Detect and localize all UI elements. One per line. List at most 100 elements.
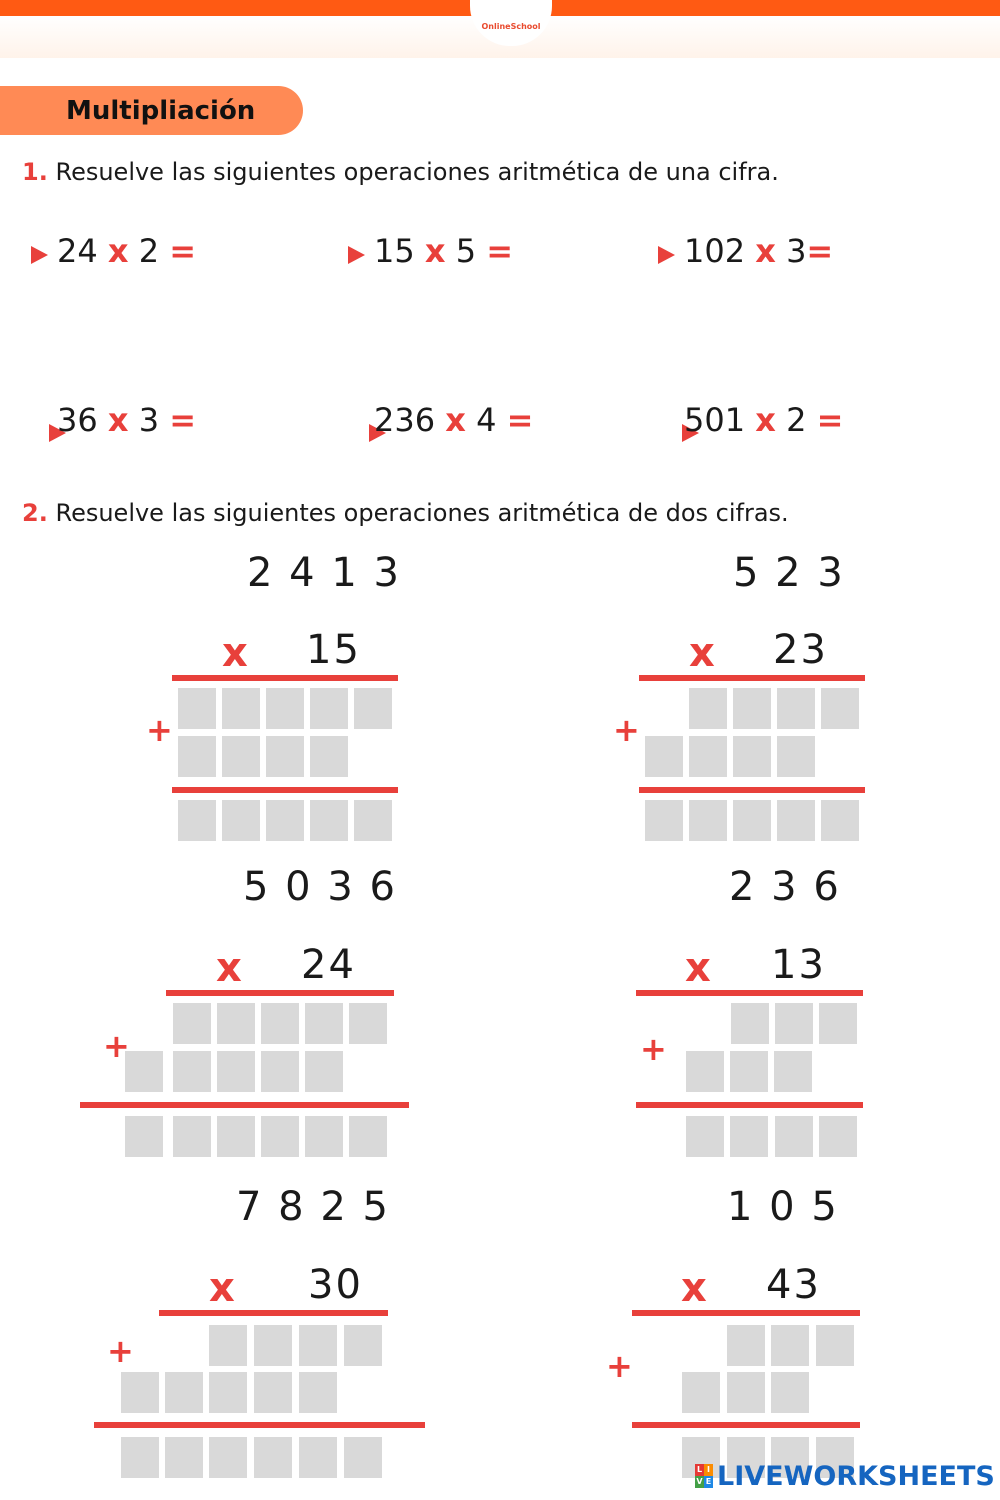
answer-box[interactable] [261, 1003, 299, 1044]
answer-box[interactable] [777, 688, 815, 729]
icon-letter: I [704, 1464, 713, 1476]
answer-box[interactable] [771, 1325, 809, 1366]
triangle-bullet-icon [682, 424, 699, 442]
liveworksheets-brand: LIVEWORKSHEETS [717, 1460, 995, 1492]
answer-box[interactable] [165, 1372, 203, 1413]
answer-box[interactable] [774, 1051, 812, 1092]
plus-sign: + [146, 711, 173, 749]
answer-box[interactable] [354, 800, 392, 841]
answer-box[interactable] [254, 1325, 292, 1366]
answer-box[interactable] [777, 800, 815, 841]
answer-box[interactable] [816, 1437, 854, 1478]
answer-box[interactable] [222, 800, 260, 841]
answer-box[interactable] [689, 800, 727, 841]
answer-box[interactable] [125, 1116, 163, 1157]
answer-box[interactable] [305, 1051, 343, 1092]
answer-box[interactable] [730, 1051, 768, 1092]
answer-box[interactable] [121, 1372, 159, 1413]
answer-box[interactable] [209, 1325, 247, 1366]
answer-box[interactable] [689, 688, 727, 729]
operation-line [639, 675, 865, 681]
answer-box[interactable] [645, 736, 683, 777]
answer-box[interactable] [771, 1372, 809, 1413]
answer-box[interactable] [209, 1372, 247, 1413]
answer-box[interactable] [217, 1003, 255, 1044]
answer-box[interactable] [173, 1116, 211, 1157]
answer-box[interactable] [344, 1437, 382, 1478]
answer-box[interactable] [178, 688, 216, 729]
answer-box[interactable] [686, 1116, 724, 1157]
answer-box[interactable] [178, 736, 216, 777]
answer-box[interactable] [821, 800, 859, 841]
times-sign: x [222, 630, 248, 676]
answer-box[interactable] [209, 1437, 247, 1478]
answer-box[interactable] [349, 1116, 387, 1157]
answer-box[interactable] [821, 688, 859, 729]
answer-box[interactable] [777, 736, 815, 777]
answer-box[interactable] [349, 1003, 387, 1044]
answer-box[interactable] [310, 800, 348, 841]
answer-box[interactable] [686, 1051, 724, 1092]
answer-box[interactable] [733, 800, 771, 841]
answer-box[interactable] [344, 1325, 382, 1366]
operation-1: 24 x 2 = [57, 232, 196, 270]
triangle-bullet-icon [49, 424, 66, 442]
answer-box[interactable] [733, 736, 771, 777]
operand-a: 501 [684, 401, 746, 439]
sum-line [172, 787, 398, 793]
answer-box[interactable] [125, 1051, 163, 1092]
answer-box[interactable] [217, 1051, 255, 1092]
answer-box[interactable] [222, 736, 260, 777]
answer-box[interactable] [266, 688, 304, 729]
answer-box[interactable] [266, 736, 304, 777]
times-sign: x [216, 945, 242, 991]
operation-3: 102 x 3= [684, 232, 833, 270]
answer-box[interactable] [775, 1116, 813, 1157]
answer-box[interactable] [299, 1437, 337, 1478]
section-1-number: 1. [22, 158, 48, 186]
liveworksheets-logo[interactable]: L I V E LIVEWORKSHEETS [695, 1459, 995, 1493]
answer-box[interactable] [222, 688, 260, 729]
answer-box[interactable] [173, 1003, 211, 1044]
answer-box[interactable] [816, 1325, 854, 1366]
answer-box[interactable] [165, 1437, 203, 1478]
onlineschool-logo: OnlineSchool [481, 22, 541, 31]
answer-box[interactable] [310, 688, 348, 729]
multiplier: 24 [301, 942, 356, 988]
answer-box[interactable] [121, 1437, 159, 1478]
answer-box[interactable] [682, 1372, 720, 1413]
sum-line [94, 1422, 425, 1428]
answer-box[interactable] [299, 1372, 337, 1413]
answer-box[interactable] [645, 800, 683, 841]
answer-box[interactable] [266, 800, 304, 841]
answer-box[interactable] [261, 1051, 299, 1092]
multiplicand: 2 3 6 [729, 864, 841, 910]
answer-box[interactable] [310, 736, 348, 777]
answer-box[interactable] [689, 736, 727, 777]
answer-box[interactable] [733, 688, 771, 729]
answer-box[interactable] [305, 1003, 343, 1044]
answer-box[interactable] [727, 1437, 765, 1478]
operation-line [172, 675, 398, 681]
answer-box[interactable] [173, 1051, 211, 1092]
multiplier: 13 [771, 942, 826, 988]
operation-2: 15 x 5 = [374, 232, 513, 270]
answer-box[interactable] [727, 1372, 765, 1413]
answer-box[interactable] [217, 1116, 255, 1157]
answer-box[interactable] [299, 1325, 337, 1366]
answer-box[interactable] [354, 688, 392, 729]
answer-box[interactable] [178, 800, 216, 841]
times-sign: x [689, 630, 715, 676]
answer-box[interactable] [305, 1116, 343, 1157]
answer-box[interactable] [261, 1116, 299, 1157]
answer-box[interactable] [730, 1116, 768, 1157]
title-pill [0, 86, 303, 135]
answer-box[interactable] [819, 1003, 857, 1044]
answer-box[interactable] [775, 1003, 813, 1044]
answer-box[interactable] [254, 1372, 292, 1413]
answer-box[interactable] [731, 1003, 769, 1044]
answer-box[interactable] [771, 1437, 809, 1478]
answer-box[interactable] [819, 1116, 857, 1157]
answer-box[interactable] [727, 1325, 765, 1366]
answer-box[interactable] [254, 1437, 292, 1478]
